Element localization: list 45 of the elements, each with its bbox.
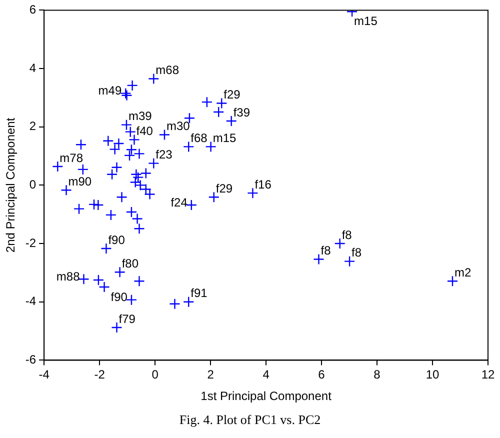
x-tick-label: -4 xyxy=(38,368,50,382)
y-tick-label: 2 xyxy=(29,119,36,134)
annotation: m90 xyxy=(68,174,92,188)
annotation: f79 xyxy=(118,312,136,326)
annotation: f90 xyxy=(108,232,126,247)
annotation: f39 xyxy=(233,105,250,120)
annotation: m39 xyxy=(128,109,152,124)
annotation: f8 xyxy=(352,246,362,260)
annotation: f68 xyxy=(190,131,208,146)
annotation: m78 xyxy=(60,150,84,165)
annotation: m68 xyxy=(156,63,180,78)
x-tick-label: 4 xyxy=(262,368,270,382)
annotation: f16 xyxy=(254,177,272,192)
x-tick-label: 2 xyxy=(207,368,214,382)
annotation: f8 xyxy=(342,228,352,242)
y-tick-label: -4 xyxy=(25,294,36,308)
x-tick-label: 8 xyxy=(374,368,381,382)
x-tick-label: 6 xyxy=(318,368,326,382)
annotation: m2 xyxy=(454,265,472,280)
x-tick-label: -2 xyxy=(94,368,106,382)
annotation: f80 xyxy=(122,256,139,270)
annotation: f29 xyxy=(216,181,233,196)
annotation: m49 xyxy=(98,84,122,98)
x-tick-label: 0 xyxy=(152,368,159,382)
annotation: f90 xyxy=(110,290,128,304)
annotation: f40 xyxy=(136,124,154,138)
y-tick-label: 4 xyxy=(29,60,36,75)
annotation: f91 xyxy=(190,286,208,300)
caption: Fig. 4. Plot of PC1 vs. PC2 xyxy=(178,412,322,428)
y-tick-label: 0 xyxy=(29,178,36,192)
y-tick-label: -2 xyxy=(25,236,36,250)
annotation: f29 xyxy=(224,88,241,102)
x-axis-title: 1st Principal Component xyxy=(200,389,332,404)
x-tick-label: 10 xyxy=(426,368,440,382)
annotation: f24 xyxy=(170,195,188,210)
annotation: m88 xyxy=(56,269,80,284)
y-tick-label: -6 xyxy=(25,352,36,367)
annotation: f23 xyxy=(156,148,173,162)
annotation: m15 xyxy=(212,131,236,146)
y-tick-label: 6 xyxy=(29,2,36,17)
annotation: f8 xyxy=(320,244,332,258)
y-axis-title: 2nd Principal Component xyxy=(4,117,18,253)
x-tick-label: 12 xyxy=(481,368,495,382)
annotation: m30 xyxy=(166,119,190,134)
annotation: m15 xyxy=(354,14,378,28)
